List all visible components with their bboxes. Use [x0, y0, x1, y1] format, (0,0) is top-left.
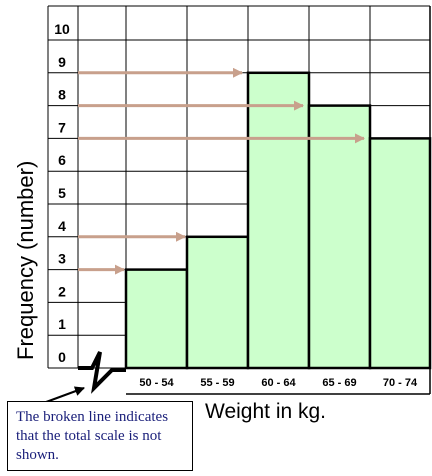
x-tick-label: 55 - 59	[200, 377, 234, 389]
y-tick-label: 6	[58, 152, 66, 168]
value-arrows	[78, 67, 365, 275]
callout-text: The broken line indicates that the total…	[16, 409, 169, 463]
histogram-bar	[368, 137, 432, 370]
histogram-bar	[307, 104, 372, 370]
broken-line-zigzag	[78, 351, 126, 394]
y-tick-label: 7	[58, 119, 66, 135]
broken-axis-mark	[37, 351, 126, 406]
y-tick-label: 4	[58, 218, 66, 234]
histogram-bar	[246, 71, 311, 370]
x-tick-labels: 50 - 54 55 - 59 60 - 64 65 - 69 70 - 74	[139, 377, 418, 389]
histogram-bar	[124, 268, 189, 370]
y-tick-label: 8	[58, 87, 66, 103]
y-tick-label: 10	[54, 21, 70, 37]
broken-line-callout: The broken line indicates that the total…	[7, 401, 193, 471]
y-axis-label: Frequency (number)	[13, 161, 38, 360]
y-tick-label: 1	[58, 316, 66, 332]
y-tick-label: 3	[58, 251, 66, 267]
y-tick-label: 2	[58, 283, 66, 299]
x-tick-label: 60 - 64	[261, 377, 296, 389]
x-tick-label: 70 - 74	[383, 377, 418, 389]
x-axis-label: Weight in kg.	[205, 400, 326, 423]
x-tick-label: 65 - 69	[322, 377, 356, 389]
y-tick-label: 5	[58, 185, 66, 201]
y-tick-label: 0	[58, 349, 66, 365]
y-tick-label: 9	[58, 54, 66, 70]
histogram-bar	[185, 235, 250, 370]
x-tick-label: 50 - 54	[139, 377, 174, 389]
y-tick-labels: 0 1 2 3 4 5 6 7 8 9 10	[54, 21, 70, 365]
bars	[124, 71, 432, 370]
